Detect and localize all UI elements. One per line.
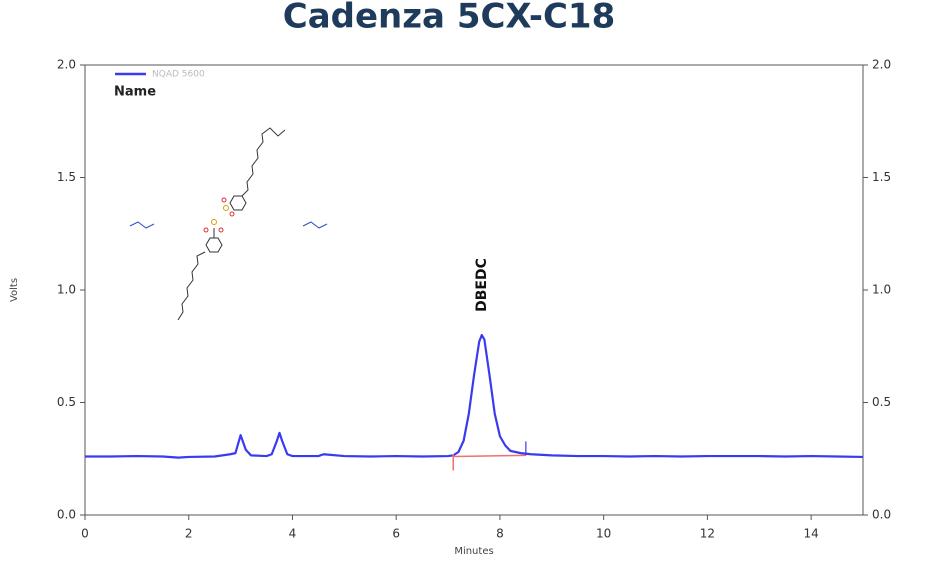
- y2-tick-label: 0.0: [872, 508, 891, 522]
- legend-label: NQAD 5600: [152, 70, 205, 80]
- x-axis-label: Minutes: [454, 546, 493, 557]
- y-axis-label: Volts: [9, 278, 20, 302]
- y-tick-label: 1.0: [57, 283, 76, 297]
- y2-tick-label: 1.0: [872, 283, 891, 297]
- y2-tick-label: 1.5: [872, 170, 891, 184]
- x-tick-label: 12: [700, 527, 715, 541]
- integration-baseline: [453, 454, 526, 458]
- chart-title: Cadenza 5CX-C18: [283, 0, 616, 37]
- y-tick-label: 1.5: [57, 170, 76, 184]
- x-tick-label: 2: [185, 527, 193, 541]
- y-tick-label: 0.5: [57, 395, 76, 409]
- x-tick-label: 8: [496, 527, 504, 541]
- trace-line: [85, 333, 864, 459]
- peak-label: DBEDC: [474, 258, 490, 312]
- legend-header: Name: [114, 85, 156, 100]
- y-tick-label: 0.0: [57, 508, 76, 522]
- x-tick-label: 6: [392, 527, 400, 541]
- y-tick-label: 2.0: [57, 58, 76, 72]
- y2-tick-label: 0.5: [872, 395, 891, 409]
- x-tick-label: 0: [81, 527, 89, 541]
- x-tick-label: 4: [289, 527, 297, 541]
- y2-tick-label: 2.0: [872, 58, 891, 72]
- molecule: [129, 127, 328, 321]
- x-tick-label: 14: [803, 527, 818, 541]
- x-tick-label: 10: [596, 527, 611, 541]
